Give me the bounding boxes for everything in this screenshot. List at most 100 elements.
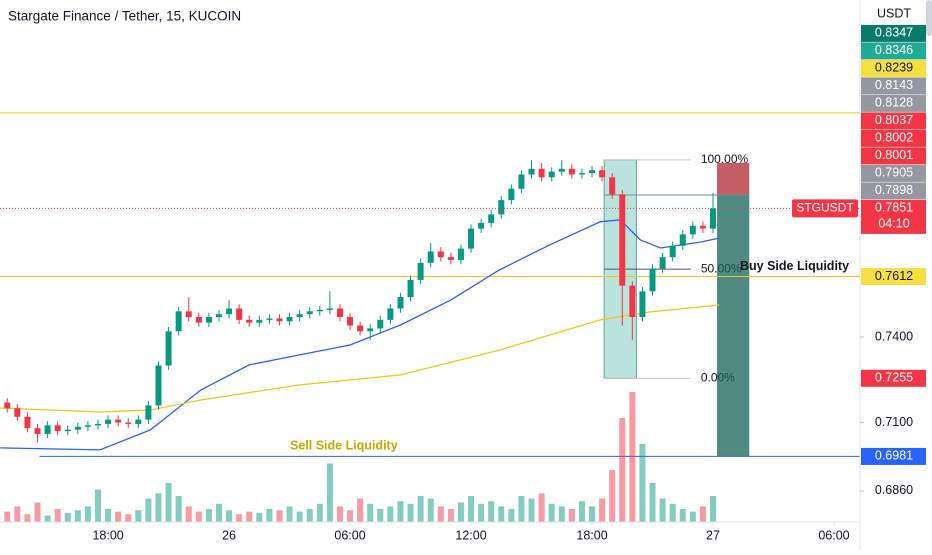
volume-bar bbox=[347, 510, 354, 522]
volume-bar bbox=[306, 509, 313, 522]
candle-body bbox=[286, 317, 293, 322]
candle-body bbox=[336, 308, 343, 318]
candle-body bbox=[64, 429, 71, 432]
volume-bar bbox=[74, 510, 81, 522]
y-tick-label: 0.7400 bbox=[875, 329, 913, 343]
candle-body bbox=[457, 248, 464, 261]
stop-zone bbox=[717, 162, 750, 196]
volume-bar bbox=[94, 489, 101, 522]
candle-body bbox=[326, 308, 333, 310]
price-label-box bbox=[861, 369, 926, 387]
volume-bar bbox=[447, 509, 454, 522]
price-label-box bbox=[861, 268, 926, 286]
candle-body bbox=[679, 234, 686, 246]
volume-bar bbox=[407, 503, 414, 522]
price-label-box bbox=[861, 447, 926, 465]
candle-body bbox=[306, 311, 313, 315]
volume-bar bbox=[619, 418, 626, 522]
candle-body bbox=[185, 311, 192, 318]
candle-body bbox=[105, 419, 112, 424]
candle-body bbox=[175, 311, 182, 332]
candle-body bbox=[417, 262, 424, 280]
volume-bar bbox=[710, 496, 717, 522]
volume-bar bbox=[276, 510, 283, 522]
candle-body bbox=[24, 416, 31, 429]
volume-bar bbox=[589, 506, 596, 522]
price-label: 0.8128 bbox=[875, 96, 913, 110]
x-tick-label: 18:00 bbox=[576, 528, 607, 542]
y-tick-label: 0.7100 bbox=[875, 415, 913, 429]
candle-body bbox=[377, 319, 384, 329]
candle-body bbox=[528, 168, 535, 175]
volume-bar bbox=[34, 502, 41, 522]
volume-bar bbox=[599, 498, 606, 522]
price-label-box bbox=[861, 94, 926, 112]
volume-bar bbox=[115, 511, 122, 522]
candle-body bbox=[639, 291, 646, 318]
volume-bar bbox=[468, 496, 475, 522]
volume-bar bbox=[336, 506, 343, 522]
volume-bar bbox=[246, 511, 253, 522]
candle-body bbox=[619, 194, 626, 286]
volume-bar bbox=[629, 392, 636, 522]
price-label-box bbox=[861, 59, 926, 77]
level-label: Buy Side Liquidity bbox=[740, 259, 849, 273]
price-label: 0.7612 bbox=[875, 269, 913, 283]
candle-body bbox=[548, 171, 555, 178]
volume-bar bbox=[457, 502, 464, 522]
volume-bar bbox=[215, 503, 222, 522]
price-label-box bbox=[861, 42, 926, 60]
price-label: 0.8002 bbox=[875, 131, 913, 145]
candle-body bbox=[226, 308, 233, 315]
volume-bar bbox=[669, 503, 676, 522]
volume-bar bbox=[538, 493, 545, 522]
candle-body bbox=[125, 422, 132, 424]
volume-bar bbox=[558, 506, 565, 522]
volume-bar bbox=[326, 463, 333, 522]
x-tick-label: 06:00 bbox=[334, 528, 365, 542]
candle-body bbox=[558, 168, 565, 172]
volume-bar bbox=[679, 509, 686, 522]
price-label: 0.7851 bbox=[875, 201, 913, 215]
candle-body bbox=[578, 173, 585, 175]
volume-bar bbox=[659, 498, 666, 522]
moving-average bbox=[0, 304, 720, 413]
volume-bar bbox=[236, 514, 243, 522]
candle-body bbox=[629, 285, 636, 318]
level-label: Sell Side Liquidity bbox=[290, 439, 398, 453]
volume-bar bbox=[24, 514, 31, 522]
volume-bar bbox=[54, 509, 61, 522]
candle-body bbox=[205, 317, 212, 323]
volume-bar bbox=[699, 506, 706, 522]
volume-bar bbox=[367, 503, 374, 522]
volume-bar bbox=[568, 509, 575, 522]
candle-body bbox=[538, 168, 545, 178]
volume-bar bbox=[518, 496, 525, 522]
volume-bar bbox=[548, 503, 555, 522]
x-tick-label: 12:00 bbox=[455, 528, 486, 542]
candle-body bbox=[135, 419, 142, 424]
candle-body bbox=[94, 423, 101, 426]
price-label: 0.7898 bbox=[875, 183, 913, 197]
volume-bar bbox=[377, 509, 384, 522]
candle-body bbox=[357, 325, 364, 332]
candle-body bbox=[276, 318, 283, 322]
symbol-tag bbox=[792, 199, 858, 218]
volume-bar bbox=[649, 483, 656, 522]
price-label: 0.7255 bbox=[875, 371, 913, 385]
price-label-box bbox=[861, 147, 926, 165]
candle-body bbox=[14, 408, 21, 417]
x-tick-label: 26 bbox=[222, 528, 236, 542]
candle-body bbox=[589, 170, 596, 174]
price-label: 0.8001 bbox=[875, 148, 913, 162]
volume-bar bbox=[427, 498, 434, 522]
candle-body bbox=[407, 279, 414, 298]
fib-label: 100.00% bbox=[701, 152, 749, 166]
candle-body bbox=[437, 251, 444, 258]
volume-bar bbox=[286, 506, 293, 522]
scrollbar[interactable] bbox=[926, 0, 932, 36]
volume-bar bbox=[528, 498, 535, 522]
volume-bar bbox=[397, 501, 404, 522]
volume-bar bbox=[64, 512, 71, 522]
